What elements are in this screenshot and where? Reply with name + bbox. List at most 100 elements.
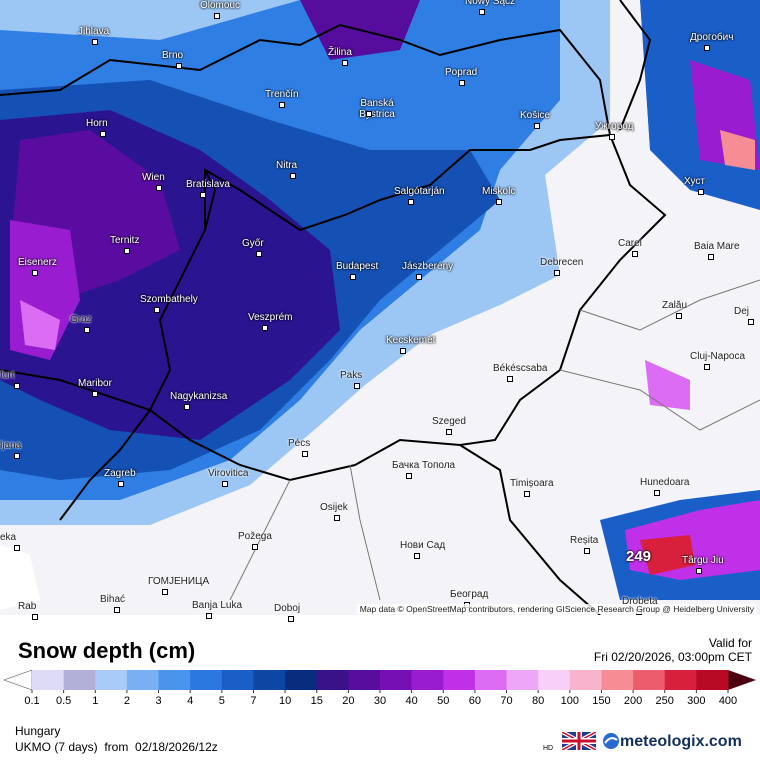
attribution: Map data © OpenStreetMap contributors, r… [356,604,757,614]
city-dot [698,189,704,195]
city-label: Eisenerz [18,257,57,268]
valid-time: Fri 02/20/2026, 03:00pm CET [593,650,752,664]
city-label: Osijek [320,502,348,513]
city-dot [524,491,530,497]
city-dot [124,248,130,254]
city-dot [350,274,356,280]
tick-label: 150 [592,695,610,707]
city-dot [32,270,38,276]
color-bin [538,670,571,690]
city-label: Baia Mare [694,241,740,252]
city-label: Horn [86,118,108,129]
city-label: Drobeta [622,596,658,607]
city-dot [632,251,638,257]
city-label: Trenčín [265,89,299,100]
city-dot [262,325,268,331]
tick-label: 0.1 [24,695,39,707]
city-dot [162,589,168,595]
city-dot [290,173,296,179]
city-label: Paks [340,370,363,381]
city-label: Ужгород [595,121,634,132]
city-label: Olomouc [200,0,241,11]
city-dot [252,544,258,550]
city-dot [14,453,20,459]
color-bin [253,670,286,690]
city-dot [609,134,615,140]
city-dot [534,123,540,129]
color-bin [601,670,634,690]
tick-label: 400 [719,695,737,707]
color-bin [63,670,96,690]
city-label: Jihlava [78,26,110,37]
color-bin [316,670,349,690]
city-dot [32,614,38,620]
logo-icon [603,733,619,749]
city-dot [200,192,206,198]
city-label: Cluj-Napoca [690,351,746,362]
city-dot [342,60,348,66]
color-bin [32,670,65,690]
city-dot [100,131,106,137]
city-dot [496,199,502,205]
tick-label: 300 [687,695,705,707]
city-label: Zagreb [104,468,136,479]
tick-label: 4 [187,695,193,707]
city-label: Maribor [78,378,112,389]
city-label: Bratislava [186,179,230,190]
color-bin [443,670,476,690]
city-dot [446,429,452,435]
tick-label: 5 [219,695,225,707]
city-label: Београд [450,589,489,600]
tick-label: 250 [656,695,674,707]
city-label: Virovitica [208,468,249,479]
city-dot [288,616,294,622]
tick-label: 3 [155,695,161,707]
city-label: Graz [70,314,92,325]
city-label: Miskolc [482,186,516,197]
tick-label: 50 [437,695,449,707]
city-label: Бачка Топола [392,460,456,471]
city-dot [84,327,90,333]
brand: meteologix.com [620,733,742,750]
tick-label: 80 [532,695,544,707]
city-dot [584,548,590,554]
city-label: Požega [238,531,272,542]
tick-label: 15 [311,695,323,707]
city-label: Brno [162,50,184,61]
city-dot [408,199,414,205]
city-dot [704,364,710,370]
city-label: Budapest [336,261,379,272]
color-bin [348,670,381,690]
color-bin [95,670,128,690]
tick-label: 1 [92,695,98,707]
city-dot [214,13,220,19]
city-label: Szeged [432,416,466,427]
city-dot [184,404,190,410]
city-label: Debrecen [540,257,584,268]
city-dot [414,553,420,559]
color-bin [506,670,539,690]
tick-label: 7 [250,695,256,707]
tick-label: 20 [342,695,354,707]
city-dot [366,111,372,117]
colorbar: 0.1 0.5 1 2 3 4 5 7 10 15 20 30 40 50 60 70 80 100 150 200 2… [3,669,756,707]
city-dot [222,481,228,487]
city-label: Košice [520,110,551,121]
city-label: Győr [242,238,264,249]
color-bin [474,670,508,690]
city-label: Banja Luka [192,600,243,611]
uk-flag [562,732,596,750]
color-bin [664,670,697,690]
color-bin [190,670,223,690]
tick-label: 30 [374,695,386,707]
city-label: Дрогобич [690,32,734,43]
city-dot [114,607,120,613]
color-bin [126,670,160,690]
city-label: Jászberény [402,261,454,272]
city-dot [14,383,20,389]
city-label: Szombathely [140,294,198,305]
legend-title: Snow depth (cm) [18,638,196,663]
city-dot [704,45,710,51]
tick-label: 0.5 [56,695,71,707]
